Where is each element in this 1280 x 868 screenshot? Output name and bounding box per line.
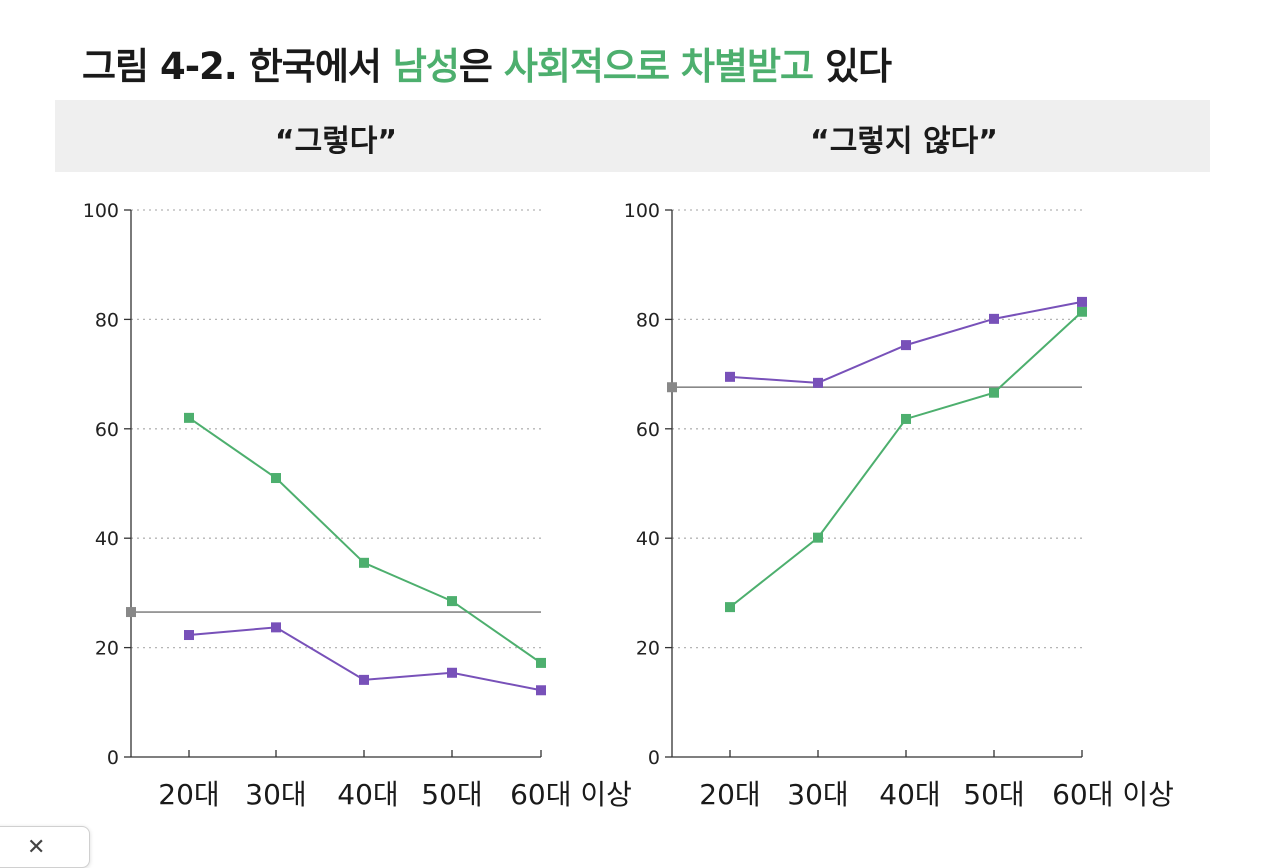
data-point (1077, 296, 1087, 307)
data-point (901, 340, 911, 351)
title-mid: 은 (458, 45, 504, 88)
x-tick-label: 30대 (787, 778, 848, 811)
x-tick-label: 20대 (158, 778, 219, 811)
data-point (359, 557, 369, 568)
title-highlight-discriminated: 사회적으로 차별받고 (503, 45, 814, 88)
data-point (725, 371, 735, 382)
x-tick-label: 30대 (245, 778, 306, 811)
data-point (1077, 306, 1087, 317)
y-tick-label: 20 (95, 638, 119, 660)
y-tick-label: 0 (107, 747, 119, 769)
reference-marker (667, 382, 677, 393)
chart-panel-2: 0 20 40 60 80 100 20대 30대 40대 50대 60대 이상 (624, 200, 1174, 811)
y-tick-label: 20 (636, 638, 660, 660)
data-point (271, 473, 281, 484)
chart-panel-1: 0 20 40 60 80 100 20대 30대 40대 50대 60대 이상 (83, 200, 632, 811)
figure-title: 그림 4-2. 한국에서 남성은 사회적으로 차별받고 있다 (82, 36, 892, 90)
data-point (813, 532, 823, 543)
data-point (184, 412, 194, 423)
title-prefix: 그림 4-2. 한국에서 (82, 45, 393, 88)
y-tick-label: 0 (648, 747, 660, 769)
title-highlight-men: 남성 (392, 45, 460, 88)
y-tick-label: 80 (636, 309, 660, 331)
x-tick-label: 20대 (699, 778, 760, 811)
close-tab[interactable]: ✕ (0, 826, 90, 868)
x-tick-label: 60대 이상 (510, 778, 632, 811)
data-point (447, 667, 457, 678)
data-point (447, 596, 457, 607)
y-tick-label: 80 (95, 309, 119, 331)
title-suffix: 있다 (813, 45, 892, 88)
panel-title-agree: “그렇다” (274, 124, 398, 159)
data-point (536, 657, 546, 668)
data-point (184, 630, 194, 641)
series-line-1 (729, 311, 1083, 608)
y-tick-label: 100 (83, 200, 119, 222)
data-point (901, 413, 911, 424)
data-point (989, 387, 999, 398)
x-tick-label: 40대 (879, 778, 940, 811)
x-tick-label: 60대 이상 (1052, 778, 1174, 811)
data-point (725, 602, 735, 613)
x-tick-label: 50대 (963, 778, 1024, 811)
series-line-1 (188, 417, 542, 664)
close-icon[interactable]: ✕ (27, 835, 46, 860)
x-tick-label: 40대 (337, 778, 398, 811)
y-tick-label: 40 (636, 528, 660, 550)
data-point (271, 622, 281, 633)
data-point (813, 377, 823, 388)
data-point (359, 674, 369, 685)
y-tick-label: 100 (624, 200, 660, 222)
x-tick-label: 50대 (421, 778, 482, 811)
y-tick-label: 40 (95, 528, 119, 550)
panel-title-disagree: “그렇지 않다” (810, 124, 998, 159)
data-point (536, 685, 546, 696)
panel-header-band (55, 100, 1210, 172)
y-tick-label: 60 (636, 419, 660, 441)
y-tick-label: 60 (95, 419, 119, 441)
reference-marker (126, 607, 136, 618)
data-point (989, 313, 999, 324)
